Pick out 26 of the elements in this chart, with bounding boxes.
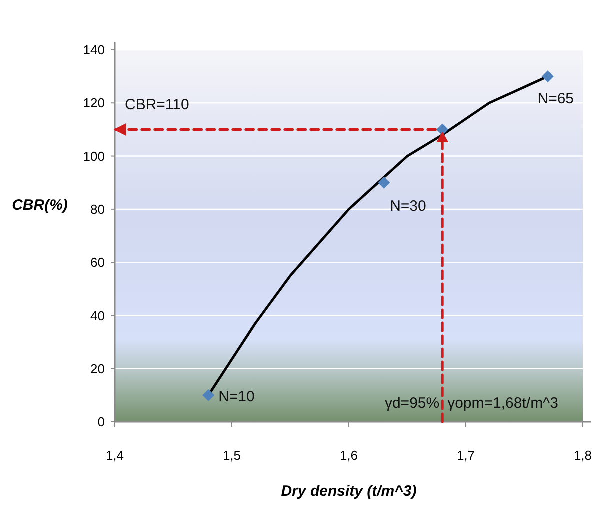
y-tick-label: 60 bbox=[90, 255, 105, 270]
annotation: γd=95% bbox=[384, 395, 440, 412]
point bbox=[542, 70, 554, 83]
x-tick-label: 1,5 bbox=[222, 448, 242, 463]
y-tick-label: 140 bbox=[83, 42, 105, 58]
y-tick-label: 0 bbox=[98, 414, 105, 430]
y-tick-label: 40 bbox=[90, 308, 105, 324]
y-axis-title: CBR(%) bbox=[12, 196, 68, 214]
point bbox=[436, 124, 449, 136]
y-tick-label: 120 bbox=[83, 96, 105, 111]
x-tick-label: 1,7 bbox=[456, 448, 476, 463]
x-tick-label: 1,6 bbox=[340, 448, 358, 463]
x-tick-label: 1,4 bbox=[106, 448, 124, 463]
y-tick-label: 80 bbox=[90, 202, 105, 217]
annotation: γopm=1,68t/m^3 bbox=[448, 395, 558, 412]
annotation: N=30 bbox=[390, 198, 426, 215]
annotation: CBR=110 bbox=[125, 96, 190, 114]
y-tick-label: 20 bbox=[90, 361, 105, 376]
point bbox=[202, 389, 215, 402]
y-tick-label: 100 bbox=[83, 148, 105, 164]
point bbox=[436, 132, 449, 142]
point bbox=[378, 176, 390, 189]
x-axis-title: Dry density (t/m^3) bbox=[281, 483, 417, 500]
x-tick-label: 1,8 bbox=[574, 448, 592, 463]
annotation: N=65 bbox=[538, 90, 574, 108]
annotation: N=10 bbox=[218, 388, 255, 406]
